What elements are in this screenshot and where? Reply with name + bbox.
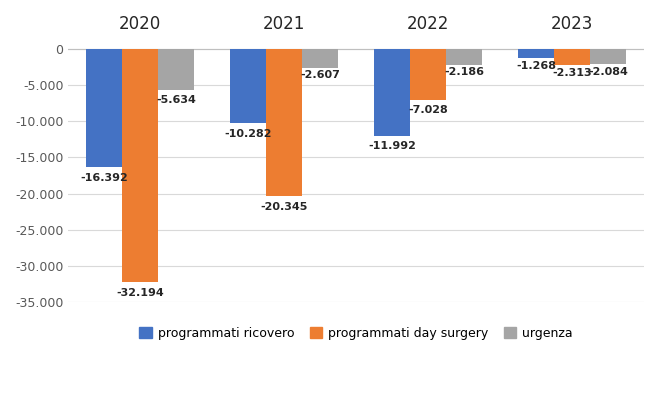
Bar xyxy=(446,49,482,64)
Text: -11.992: -11.992 xyxy=(368,141,416,151)
Text: -16.392: -16.392 xyxy=(80,173,128,183)
Bar xyxy=(518,49,554,58)
Legend: programmati ricovero, programmati day surgery, urgenza: programmati ricovero, programmati day su… xyxy=(134,321,578,345)
Text: -7.028: -7.028 xyxy=(408,105,448,116)
Bar xyxy=(410,49,446,99)
Bar xyxy=(374,49,410,136)
Bar xyxy=(158,49,194,90)
Bar xyxy=(266,49,302,196)
Text: -32.194: -32.194 xyxy=(117,288,164,298)
Text: -1.268: -1.268 xyxy=(516,61,556,71)
Text: -5.634: -5.634 xyxy=(156,95,196,105)
Text: -10.282: -10.282 xyxy=(225,129,272,139)
Bar xyxy=(590,49,626,64)
Text: -20.345: -20.345 xyxy=(260,202,308,212)
Bar xyxy=(122,49,158,282)
Bar xyxy=(302,49,338,68)
Text: -2.186: -2.186 xyxy=(444,68,484,77)
Text: -2.607: -2.607 xyxy=(301,70,340,81)
Bar xyxy=(554,49,590,66)
Bar xyxy=(86,49,122,167)
Text: -2.084: -2.084 xyxy=(588,67,628,77)
Text: -2.313: -2.313 xyxy=(552,68,592,78)
Bar xyxy=(230,49,266,123)
